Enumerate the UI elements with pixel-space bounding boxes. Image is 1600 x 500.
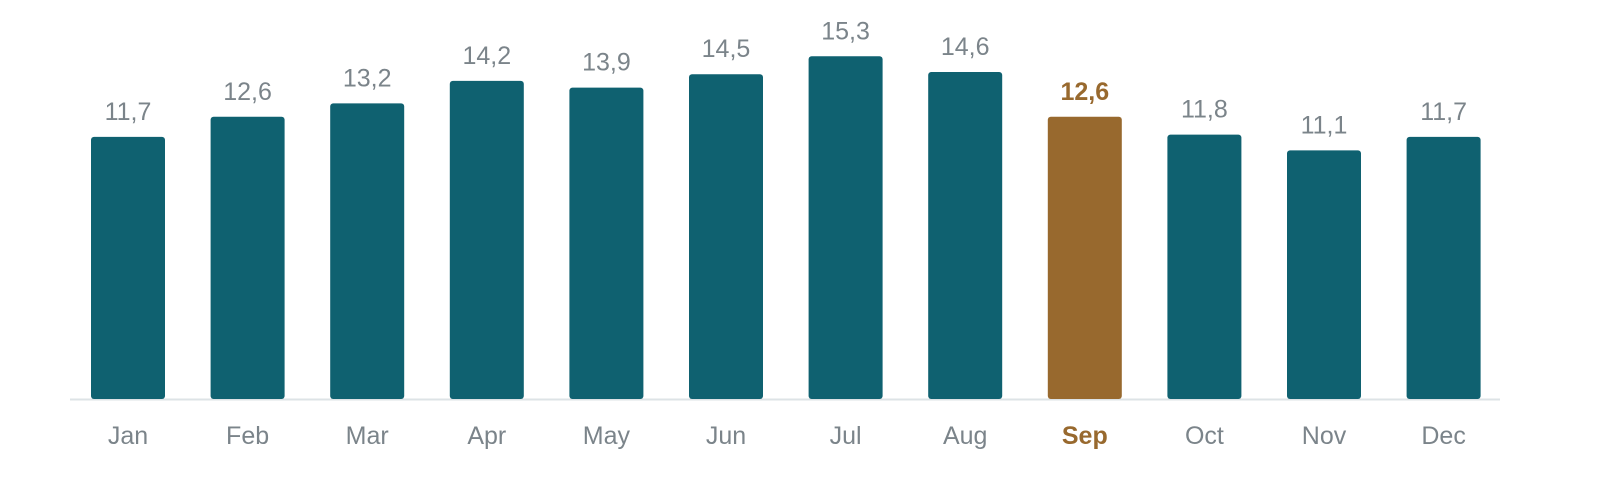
bar (1167, 134, 1242, 399)
value-label: 12,6 (223, 78, 272, 106)
value-label: 15,3 (821, 17, 870, 45)
bar (1047, 116, 1122, 399)
value-label: 14,2 (462, 42, 511, 70)
bar (1287, 150, 1361, 399)
value-label: 13,9 (582, 49, 631, 77)
bar (928, 71, 1003, 400)
x-tick-label: Feb (226, 422, 269, 450)
x-tick-label: Jun (706, 422, 746, 450)
bar (210, 116, 285, 399)
bar (689, 74, 763, 399)
x-tick-label: May (583, 422, 631, 450)
x-tick-label: Oct (1185, 422, 1224, 450)
x-tick-label: Sep (1062, 422, 1108, 450)
value-label: 11,7 (105, 98, 152, 126)
bar (91, 136, 165, 400)
value-label: 12,6 (1060, 78, 1109, 106)
x-tick-label: Jul (830, 422, 862, 450)
value-label: 11,7 (1420, 98, 1467, 126)
value-label: 11,8 (1181, 96, 1228, 124)
bar (808, 56, 883, 399)
bar (330, 103, 405, 399)
bar (449, 80, 524, 400)
bar (569, 87, 644, 399)
x-tick-label: Dec (1421, 422, 1465, 450)
value-label: 11,1 (1301, 111, 1348, 139)
x-tick-label: Aug (943, 422, 987, 450)
bar (1406, 136, 1481, 400)
x-tick-label: Nov (1302, 422, 1347, 450)
value-label: 14,5 (702, 35, 751, 63)
x-tick-label: Mar (346, 422, 389, 450)
x-tick-label: Jan (108, 422, 148, 450)
x-tick-label: Apr (467, 422, 506, 450)
value-label: 14,6 (941, 33, 990, 61)
value-label: 13,2 (343, 64, 392, 92)
